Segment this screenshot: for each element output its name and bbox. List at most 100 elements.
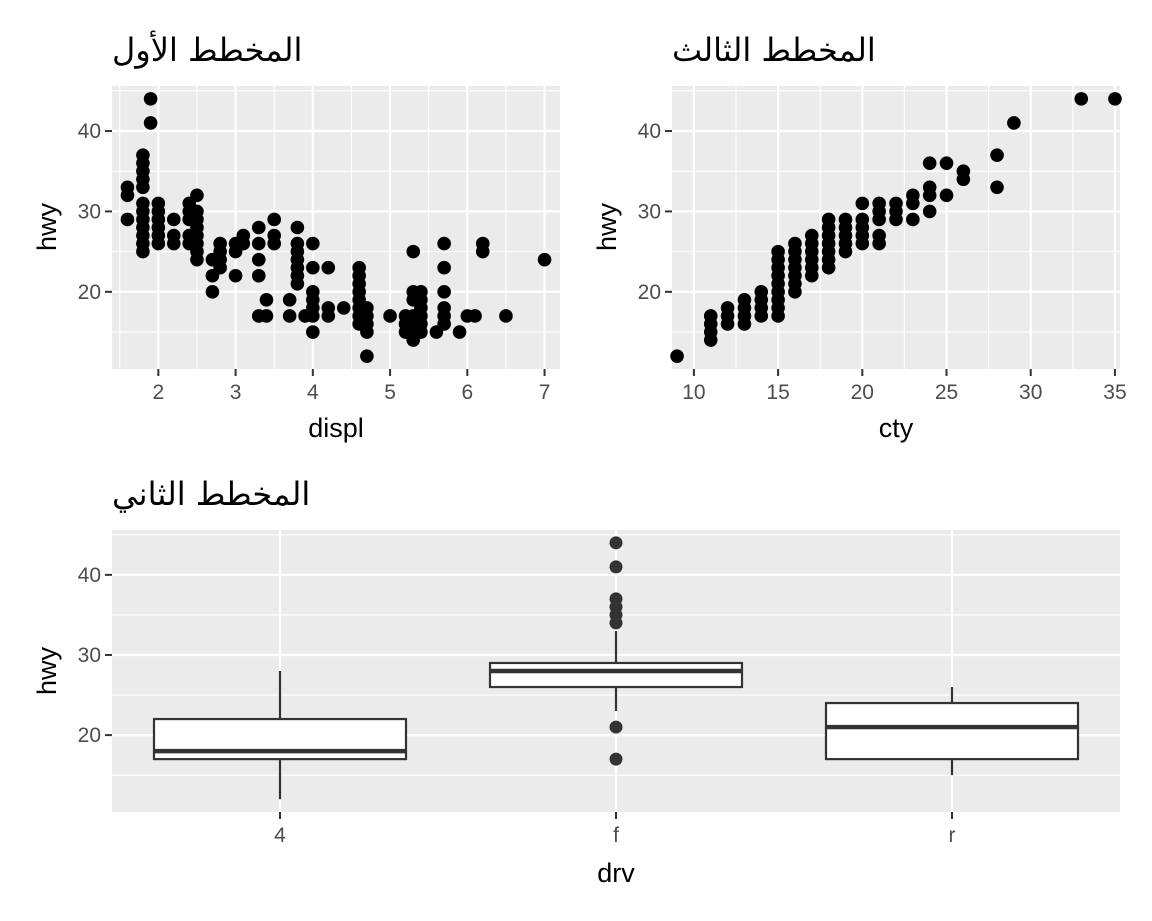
plot-2-box-4 [152, 671, 408, 800]
plot-1-panel-background [112, 86, 560, 369]
plot-3-data-point [939, 188, 954, 203]
plot-1-data-point [306, 260, 320, 275]
plot-1-data-point [251, 252, 266, 267]
plot-2-x-tick-label: 4 [274, 824, 286, 847]
plot-1-title: المخطط الأول [112, 30, 302, 69]
plot-1-x-tick-label: 3 [230, 381, 242, 404]
plot-3-x-tick-label: 10 [682, 381, 705, 404]
plot-3-data-point [922, 156, 937, 170]
plot-3-data-point [855, 212, 870, 227]
plot-3-x-tick-label: 20 [851, 381, 874, 404]
plot-1-data-point [437, 285, 451, 299]
plot-3-data-point [906, 188, 920, 203]
plot-1-data-point [267, 228, 282, 243]
plot-3-data-point [1108, 92, 1122, 106]
plot-3-data-point [922, 204, 937, 219]
plot-3-scatter-cty-hwy: المخطط الثالث cty hwy 20 30 40 10 15 20 25 30 35 [592, 31, 1127, 443]
plot-2-outlier-point [609, 720, 623, 734]
plot-1-data-point [151, 196, 166, 211]
plot-3-data-point [1007, 116, 1021, 130]
plot-1-data-point [267, 212, 282, 227]
plot-1-data-point [259, 309, 274, 323]
plot-3-y-tick-label: 20 [638, 281, 661, 304]
plot-2-y-tick-label: 40 [78, 564, 101, 587]
plot-1-data-point [321, 301, 336, 315]
plot-3-data-point [872, 196, 886, 211]
plot-3-data-point [906, 212, 920, 227]
plot-1-data-point [120, 212, 135, 227]
plot-1-data-point [306, 285, 320, 299]
plot-1-data-point [360, 301, 374, 315]
plot-1-data-point [282, 293, 297, 307]
plot-1-data-point [290, 236, 305, 251]
plot-2-box-r [824, 687, 1080, 776]
plot-3-data-point [990, 180, 1004, 195]
plot-1-y-axis-label: hwy [32, 202, 62, 251]
plot-1-data-point [236, 228, 251, 243]
plot-2-x-tick-label: r [949, 824, 956, 847]
plot-3-title: المخطط الثالث [672, 31, 876, 69]
plot-1-data-point [190, 188, 204, 203]
plot-1-data-point [537, 252, 552, 267]
plot-1-x-tick-label: 5 [384, 381, 396, 404]
plot-2-outlier-point [609, 752, 623, 766]
plot-3-data-point [889, 196, 903, 211]
plot-3-y-tick-label: 30 [638, 200, 661, 223]
plot-1-data-point [190, 204, 204, 219]
plot-3-y-tick-label: 40 [638, 120, 661, 143]
plot-1-data-point [499, 309, 513, 323]
plot-1-data-point [251, 268, 266, 283]
plot-1-data-point [136, 148, 150, 162]
plot-3-data-point [990, 148, 1004, 162]
plot-1-data-point [282, 309, 297, 323]
plot-3-data-point [804, 228, 819, 243]
plot-3-data-point [872, 228, 886, 243]
plot-1-data-point [336, 301, 351, 315]
plot-1-data-point [306, 236, 320, 251]
plot-1-y-tick-label: 30 [78, 200, 101, 223]
plot-1-data-point [437, 236, 451, 251]
plot-2-outlier-point [609, 592, 623, 606]
plot-1-x-tick-label: 4 [307, 381, 319, 404]
plot-2-y-tick-label: 30 [78, 644, 101, 667]
plot-1-data-point [321, 260, 336, 275]
plot-2-x-axis-label: drv [597, 858, 635, 888]
plot-1-data-point [475, 236, 490, 251]
plot-1-x-tick-label: 6 [461, 381, 473, 404]
plot-1-data-point [143, 116, 158, 130]
plot-1-data-point [259, 293, 274, 307]
plot-1-data-point [437, 260, 451, 275]
plot-2-y-tick-label: 20 [78, 724, 101, 747]
plot-1-y-tick-label: 20 [78, 281, 101, 304]
plot-3-data-point [821, 212, 836, 227]
plot-3-data-point [855, 196, 870, 211]
plot-1-data-point [251, 220, 266, 235]
plot-1-data-point [383, 309, 397, 323]
plot-3-y-axis-label: hwy [592, 202, 622, 251]
plot-1-data-point [251, 236, 266, 251]
plot-3-data-point [1074, 92, 1089, 106]
plot-1-scatter-displ-hwy: المخطط الأول displ hwy 20 30 40 2 3 4 5 6 7 [32, 30, 560, 443]
plot-3-x-tick-label: 35 [1103, 381, 1126, 404]
plot-3-data-point [754, 285, 769, 299]
plot-1-y-tick-label: 40 [78, 120, 101, 143]
plot-1-data-point [213, 236, 227, 251]
plot-1-x-tick-label: 2 [153, 381, 165, 404]
plot-3-x-axis-label: cty [879, 413, 914, 443]
plot-2-box-body [488, 661, 744, 689]
plot-3-data-point [771, 244, 785, 259]
plot-1-data-point [468, 309, 482, 323]
plot-1-data-point [414, 285, 428, 299]
plot-1-data-point [306, 325, 320, 339]
plot-1-data-point [406, 244, 421, 259]
plot-1-data-point [452, 325, 467, 339]
plot-3-data-point [922, 180, 937, 195]
plot-1-x-axis-label: displ [308, 413, 364, 443]
plot-1-data-point [228, 268, 243, 283]
plot-3-data-point [670, 349, 684, 363]
plot-1-data-point [136, 196, 150, 211]
plot-2-box-f [488, 536, 744, 766]
plot-3-data-point [703, 309, 718, 323]
plot-2-outlier-point [609, 560, 623, 574]
